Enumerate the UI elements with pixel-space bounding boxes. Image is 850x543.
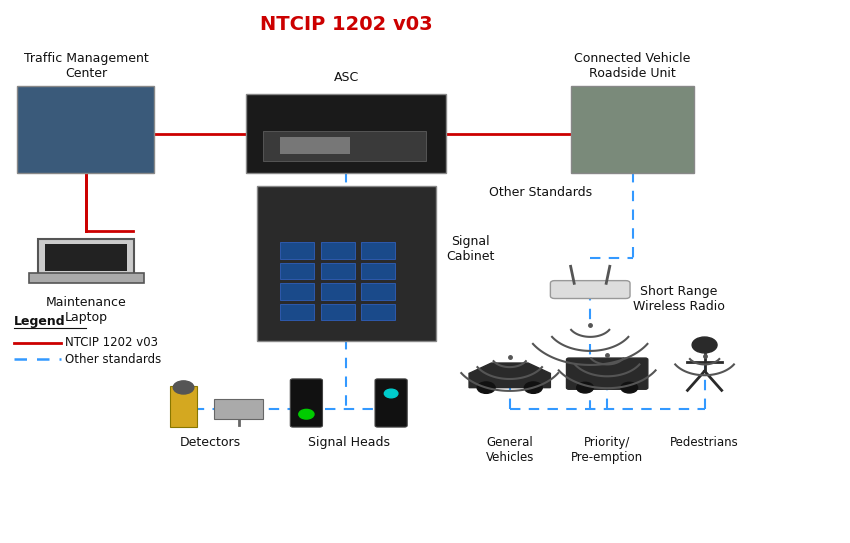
FancyBboxPatch shape	[280, 263, 314, 279]
FancyBboxPatch shape	[29, 273, 144, 282]
FancyBboxPatch shape	[361, 242, 395, 258]
FancyBboxPatch shape	[280, 242, 314, 258]
Circle shape	[384, 389, 398, 398]
FancyBboxPatch shape	[291, 379, 322, 427]
Text: ASC: ASC	[333, 71, 359, 84]
Text: NTCIP 1202 v03: NTCIP 1202 v03	[260, 15, 433, 34]
FancyBboxPatch shape	[320, 304, 354, 320]
Circle shape	[477, 382, 495, 393]
FancyBboxPatch shape	[361, 304, 395, 320]
Text: NTCIP 1202 v03: NTCIP 1202 v03	[65, 336, 158, 349]
FancyBboxPatch shape	[280, 283, 314, 300]
Circle shape	[173, 381, 194, 394]
FancyBboxPatch shape	[214, 399, 263, 419]
FancyBboxPatch shape	[258, 186, 436, 340]
FancyBboxPatch shape	[320, 242, 354, 258]
Circle shape	[620, 382, 638, 393]
Text: General
Vehicles: General Vehicles	[485, 436, 534, 464]
FancyBboxPatch shape	[320, 263, 354, 279]
Text: Other standards: Other standards	[65, 352, 162, 365]
FancyBboxPatch shape	[264, 130, 426, 161]
Text: Pedestrians: Pedestrians	[670, 436, 739, 449]
FancyBboxPatch shape	[37, 239, 134, 276]
Text: Other Standards: Other Standards	[489, 186, 592, 199]
FancyBboxPatch shape	[280, 137, 349, 154]
FancyBboxPatch shape	[361, 263, 395, 279]
Text: Connected Vehicle
Roadside Unit: Connected Vehicle Roadside Unit	[575, 52, 691, 80]
Circle shape	[524, 382, 542, 393]
Circle shape	[692, 337, 717, 353]
Text: Traffic Management
Center: Traffic Management Center	[24, 52, 149, 80]
FancyBboxPatch shape	[566, 358, 648, 389]
FancyBboxPatch shape	[361, 283, 395, 300]
FancyBboxPatch shape	[280, 304, 314, 320]
Polygon shape	[469, 363, 551, 388]
FancyBboxPatch shape	[570, 86, 694, 173]
Text: Priority/
Pre-emption: Priority/ Pre-emption	[571, 436, 643, 464]
FancyBboxPatch shape	[320, 283, 354, 300]
FancyBboxPatch shape	[170, 387, 197, 427]
Text: Legend: Legend	[14, 315, 65, 328]
Text: Signal
Cabinet: Signal Cabinet	[446, 236, 495, 263]
Text: Short Range
Wireless Radio: Short Range Wireless Radio	[632, 285, 724, 313]
Circle shape	[576, 382, 593, 393]
Text: Detectors: Detectors	[180, 436, 241, 449]
FancyBboxPatch shape	[551, 281, 630, 299]
FancyBboxPatch shape	[246, 94, 446, 173]
Circle shape	[299, 409, 314, 419]
FancyBboxPatch shape	[45, 244, 128, 272]
FancyBboxPatch shape	[18, 86, 154, 173]
FancyBboxPatch shape	[375, 379, 407, 427]
Text: Maintenance
Laptop: Maintenance Laptop	[46, 296, 127, 324]
Text: Signal Heads: Signal Heads	[308, 436, 390, 449]
